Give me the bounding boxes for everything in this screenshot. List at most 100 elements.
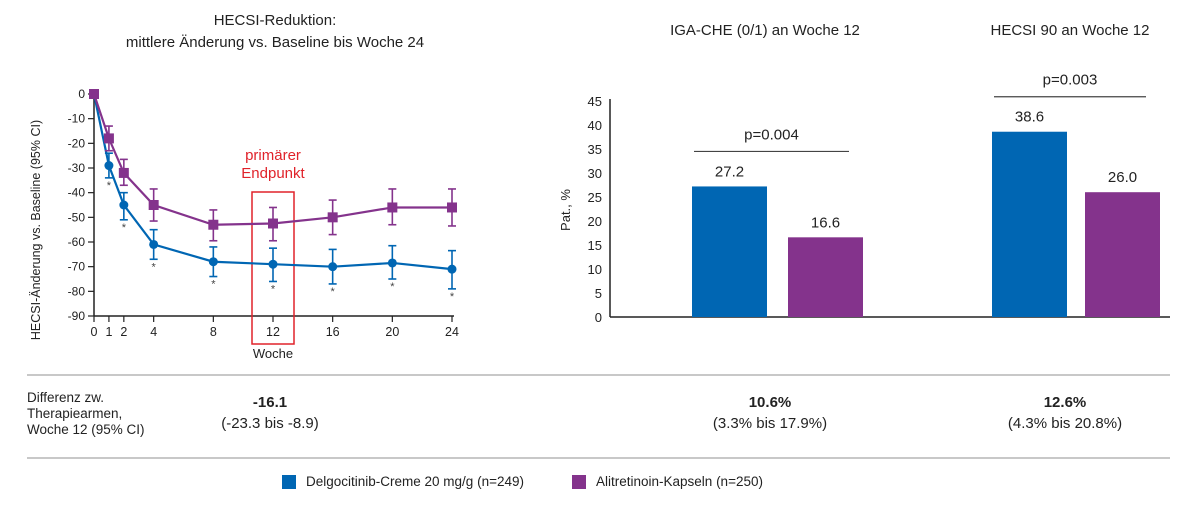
series-alitretinoin: [89, 89, 457, 242]
x-tick-label: 0: [91, 325, 98, 339]
data-point: [118, 167, 129, 178]
y-tick-label: 0: [78, 87, 85, 101]
x-tick-label: 8: [210, 325, 217, 339]
difference-label-line2: Therapiearmen,: [27, 406, 123, 421]
primary-endpoint-box: [251, 191, 295, 345]
difference-label-line3: Woche 12 (95% CI): [27, 422, 145, 437]
data-point: [208, 257, 218, 267]
y-tick-label: 45: [588, 94, 602, 109]
line-chart: HECSI-Änderung vs. Baseline (95% CI) 0 -1…: [29, 87, 459, 361]
x-tick-label: 16: [326, 325, 340, 339]
bar-value-label: 38.6: [1015, 109, 1044, 126]
significance-marker: *: [107, 180, 112, 192]
bar-delgocitinib: [992, 131, 1067, 317]
difference-iga-ci: (3.3% bis 17.9%): [712, 415, 828, 432]
line-chart-title: HECSI-Reduktion: mittlere Änderung vs. B…: [60, 10, 490, 54]
x-tick-label: 1: [105, 325, 112, 339]
difference-iga: 10.6% (3.3% bis 17.9%): [680, 392, 860, 434]
data-point: [148, 200, 159, 210]
data-point: [447, 264, 457, 274]
y-tick-label: -80: [68, 284, 86, 298]
y-tick-label: 35: [588, 142, 602, 157]
divider-bottom: [27, 457, 1170, 459]
bar-chart-iga-title: IGA-CHE (0/1) an Woche 12: [670, 22, 860, 39]
difference-iga-value: 10.6%: [748, 394, 792, 411]
y-tick-label: -90: [68, 309, 86, 323]
y-tick-label: -70: [68, 260, 86, 274]
line-chart-x-axis-label: Woche: [253, 346, 293, 361]
bar-alitretinoin: [788, 237, 863, 317]
primary-endpoint-label-line2: Endpunkt: [241, 165, 305, 182]
y-tick-label: -10: [68, 112, 86, 126]
y-tick-label: 25: [588, 190, 602, 205]
bar-chart: Pat., % 0 5 10 15 20 25 30 35 40 45 27.2 16.6 p=0.0…: [558, 72, 1170, 325]
y-tick-label: 20: [588, 214, 602, 229]
data-point: [89, 89, 99, 99]
data-point: [268, 218, 278, 229]
y-tick-label: 15: [588, 238, 602, 253]
line-chart-title-line1: HECSI-Reduktion:: [213, 12, 337, 29]
bar-chart-bars: 27.2 16.6 p=0.004 38.6 26.0 p=0.003: [692, 72, 1160, 317]
p-value-label: p=0.003: [1043, 72, 1098, 89]
divider-top: [27, 374, 1170, 376]
legend-label-delgocitinib: Delgocitinib-Creme 20 mg/g (n=249): [306, 474, 524, 489]
y-tick-label: -30: [68, 161, 86, 175]
x-tick-label: 4: [150, 325, 157, 339]
legend-item-alitretinoin: Alitretinoin-Kapseln (n=250): [572, 474, 763, 489]
legend-item-delgocitinib: Delgocitinib-Creme 20 mg/g (n=249): [282, 474, 524, 489]
bar-value-label: 27.2: [715, 163, 744, 180]
data-point: [327, 212, 338, 223]
data-point: [328, 262, 338, 272]
difference-hecsi: -16.1 (-23.3 bis -8.9): [180, 392, 360, 434]
x-tick-label: 24: [445, 325, 459, 339]
y-tick-label: -20: [68, 136, 86, 150]
legend-label-alitretinoin: Alitretinoin-Kapseln (n=250): [596, 474, 763, 489]
y-tick-label: 30: [588, 166, 602, 181]
bar-group-iga: 27.2 16.6 p=0.004: [692, 126, 863, 317]
bar-value-label: 16.6: [811, 214, 840, 231]
primary-endpoint-label-line1: primärer: [245, 147, 301, 164]
significance-marker: *: [122, 222, 127, 234]
difference-hecsi-ci: (-23.3 bis -8.9): [221, 415, 319, 432]
data-point: [447, 202, 457, 213]
legend-swatch-alitretinoin: [572, 474, 586, 489]
x-tick-label: 20: [385, 325, 399, 339]
line-chart-axes: 0-10-20-30-40-50-60-70-80-900 1 2 4 8 12 16 20 2…: [68, 87, 459, 339]
difference-hecsi90-ci: (4.3% bis 20.8%): [1007, 415, 1123, 432]
bar-delgocitinib: [692, 186, 767, 317]
bar-value-label: 26.0: [1108, 169, 1137, 186]
line-chart-series: * * * * * * * *: [89, 89, 457, 303]
p-value-label: p=0.004: [744, 126, 799, 143]
data-point: [103, 133, 114, 144]
data-point: [119, 200, 129, 210]
y-tick-label: 0: [595, 310, 602, 325]
primary-endpoint-annotation: primärer Endpunkt: [241, 147, 306, 345]
significance-marker: *: [450, 291, 455, 303]
bar-group-hecsi90: 38.6 26.0 p=0.003: [992, 72, 1160, 317]
bar-chart-axes: 0 5 10 15 20 25 30 35 40 45: [588, 94, 1170, 325]
significance-marker: *: [390, 281, 395, 293]
y-tick-label: -40: [68, 186, 86, 200]
data-point: [208, 219, 219, 230]
significance-marker: *: [331, 286, 336, 298]
difference-hecsi90-value: 12.6%: [1043, 394, 1087, 411]
bar-chart-hecsi90-title: HECSI 90 an Woche 12: [990, 22, 1150, 39]
data-point: [149, 239, 159, 249]
bar-chart-y-axis-label: Pat., %: [558, 189, 573, 231]
y-tick-label: -50: [68, 210, 86, 224]
y-tick-label: 40: [588, 118, 602, 133]
data-point: [387, 202, 398, 213]
significance-marker: *: [271, 283, 276, 295]
y-tick-label: -60: [68, 235, 86, 249]
significance-marker: *: [152, 261, 157, 273]
data-point: [268, 259, 278, 269]
line-chart-title-line2: mittlere Änderung vs. Baseline bis Woche…: [125, 34, 425, 51]
y-tick-label: 10: [588, 262, 602, 277]
data-point: [104, 161, 114, 171]
y-tick-label: 5: [595, 286, 602, 301]
data-point: [387, 258, 397, 268]
significance-marker: *: [211, 279, 216, 291]
difference-hecsi-value: -16.1: [252, 394, 288, 411]
x-tick-label: 12: [266, 325, 280, 339]
difference-row-label: Differenz zw. Therapiearmen, Woche 12 (9…: [27, 390, 145, 438]
